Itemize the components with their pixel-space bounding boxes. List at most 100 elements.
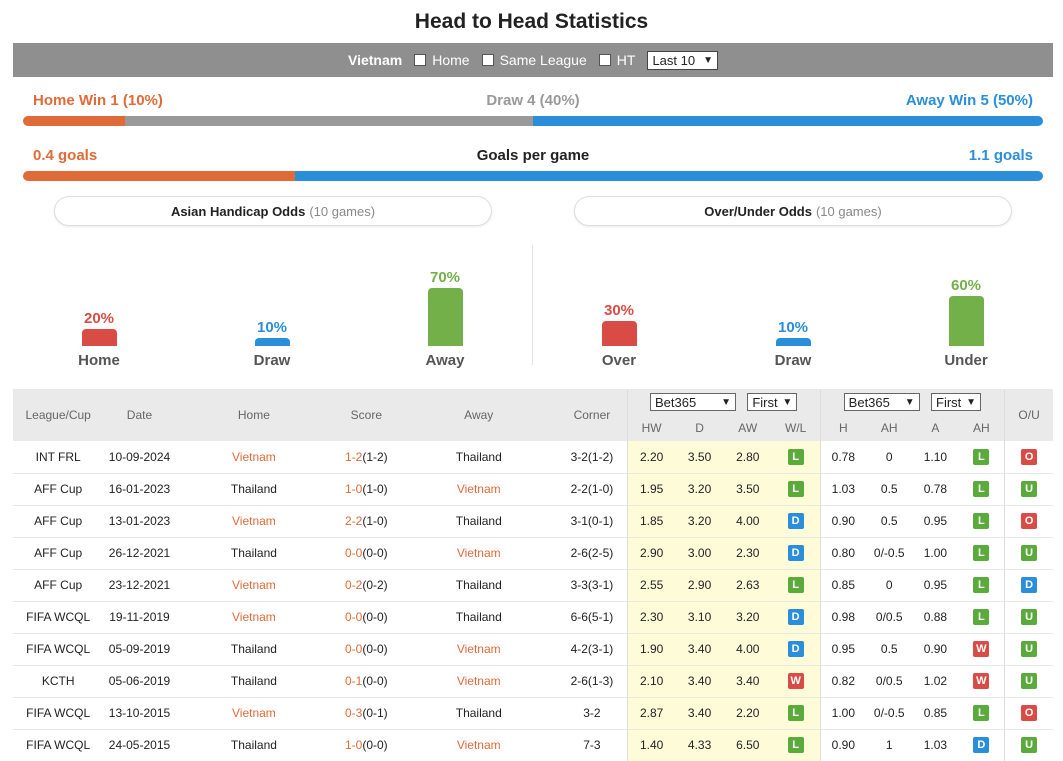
ou-badge: U [1021,545,1038,561]
table-row[interactable]: AFF Cup 16-01-2023 Thailand 1-0(1-0) Vietnam… [13,473,1053,506]
cell-home[interactable]: Vietnam [175,441,333,474]
ah-result-badge: D [973,737,990,753]
cell-wl: W [771,665,820,698]
wl-badge: L [787,737,804,753]
cell-aw: 6.50 [723,729,772,761]
ou-bar-under [948,296,984,346]
cell-home[interactable]: Thailand [175,633,333,666]
ht-checkbox[interactable] [598,54,611,66]
cell-ah: 0 [866,569,913,602]
cell-ah-result: D [958,729,1005,761]
ou-badge: U [1021,673,1038,689]
col-hw: HW [626,415,676,441]
table-row[interactable]: AFF Cup 23-12-2021 Vietnam 0-2(0-2) Thailand… [13,569,1053,602]
ah-label-away: Away [425,352,465,369]
cell-wl: D [771,601,820,634]
cell-away[interactable]: Vietnam [400,665,558,698]
cell-d: 3.40 [675,665,724,698]
cell-score: 0-0(0-0) [332,633,401,666]
cell-hw: 1.85 [626,505,676,538]
cell-ah: 0.5 [866,473,913,506]
cell-away[interactable]: Vietnam [400,633,558,666]
cell-h: 0.78 [819,441,867,474]
cell-league: INT FRL [13,441,104,474]
home-checkbox[interactable] [414,54,427,66]
ah-label-home: Home [78,352,120,369]
same-league-filter[interactable]: Same League [481,52,587,68]
asian-handicap-tab[interactable]: Asian Handicap Odds (10 games) [54,196,492,226]
col-wl: W/L [771,415,820,441]
cell-d: 2.90 [675,569,724,602]
ah-result-badge: W [973,673,990,689]
ah-result-badge: W [973,641,990,657]
wl-badge: D [787,641,804,657]
ou-pct-draw: 10% [777,318,809,336]
cell-d: 4.33 [675,729,724,761]
cell-away[interactable]: Vietnam [400,729,558,761]
col-league: League/Cup [13,389,104,441]
wl-badge: L [787,577,804,593]
cell-home[interactable]: Vietnam [175,569,333,602]
cell-home[interactable]: Thailand [175,665,333,698]
table-row[interactable]: FIFA WCQL 05-09-2019 Thailand 0-0(0-0) Vietn… [13,633,1053,666]
cell-away[interactable]: Thailand [400,569,558,602]
cell-away[interactable]: Thailand [400,601,558,634]
cell-wl: L [771,473,820,506]
cell-score: 1-0(1-0) [332,473,401,506]
cell-home[interactable]: Thailand [175,729,333,761]
period-select-ah[interactable]: First ▼ [931,393,982,411]
cell-away[interactable]: Vietnam [400,473,558,506]
cell-hw: 1.40 [626,729,676,761]
cell-home[interactable]: Vietnam [175,697,333,730]
cell-away[interactable]: Thailand [400,505,558,538]
home-filter[interactable]: Home [414,52,470,68]
cell-home[interactable]: Vietnam [175,505,333,538]
range-select[interactable]: Last 10 ▼ [647,50,718,70]
cell-ah-result: L [958,601,1005,634]
cell-d: 3.40 [675,633,724,666]
panel-divider [532,245,533,365]
same-league-checkbox[interactable] [481,54,494,66]
cell-a: 1.10 [912,441,959,474]
cell-score: 0-1(0-0) [332,665,401,698]
period-select-1x2[interactable]: First ▼ [747,393,798,411]
cell-d: 3.20 [675,473,724,506]
cell-ou: U [1004,729,1053,761]
cell-away[interactable]: Vietnam [400,537,558,570]
cell-a: 0.88 [912,601,959,634]
over-under-tab[interactable]: Over/Under Odds (10 games) [574,196,1012,226]
table-row[interactable]: KCTH 05-06-2019 Thailand 0-1(0-0) Vietnam 2-6… [13,665,1053,698]
cell-ah-result: L [958,473,1005,506]
cell-home[interactable]: Vietnam [175,601,333,634]
cell-league: AFF Cup [13,537,104,570]
table-row[interactable]: FIFA WCQL 24-05-2015 Thailand 1-0(0-0) Vietn… [13,729,1053,761]
home-goals-text: 0.4 goals [33,147,98,164]
ht-filter[interactable]: HT [598,52,635,68]
h2h-table: League/Cup Date Home Score Away Corner B… [13,389,1053,761]
table-row[interactable]: FIFA WCQL 13-10-2015 Vietnam 0-3(0-1) Thaila… [13,697,1053,730]
cell-date: 23-12-2021 [103,569,176,602]
ah-label-draw: Draw [253,352,291,369]
cell-h: 0.90 [819,505,867,538]
table-row[interactable]: FIFA WCQL 19-11-2019 Vietnam 0-0(0-0) Thaila… [13,601,1053,634]
cell-ah: 1 [866,729,913,761]
cell-aw: 2.20 [723,697,772,730]
cell-a: 0.95 [912,569,959,602]
cell-ou: U [1004,601,1053,634]
cell-away[interactable]: Thailand [400,697,558,730]
table-row[interactable]: AFF Cup 13-01-2023 Vietnam 2-2(1-0) Thailand… [13,505,1053,538]
cell-aw: 4.00 [723,505,772,538]
cell-a: 0.78 [912,473,959,506]
cell-home[interactable]: Thailand [175,537,333,570]
col-ah: AH [866,415,913,441]
cell-ah: 0.5 [866,633,913,666]
cell-ah: 0/-0.5 [866,537,913,570]
bookmaker-select-ah[interactable]: Bet365 ▼ [843,393,920,411]
bookmaker-select-1x2[interactable]: Bet365 ▼ [649,393,736,411]
cell-home[interactable]: Thailand [175,473,333,506]
cell-away[interactable]: Thailand [400,441,558,474]
ah-pct-draw: 10% [256,318,288,336]
ah-bar-away [427,287,463,346]
table-row[interactable]: AFF Cup 26-12-2021 Thailand 0-0(0-0) Vietnam… [13,537,1053,570]
table-row[interactable]: INT FRL 10-09-2024 Vietnam 1-2(1-2) Thailand… [13,441,1053,474]
